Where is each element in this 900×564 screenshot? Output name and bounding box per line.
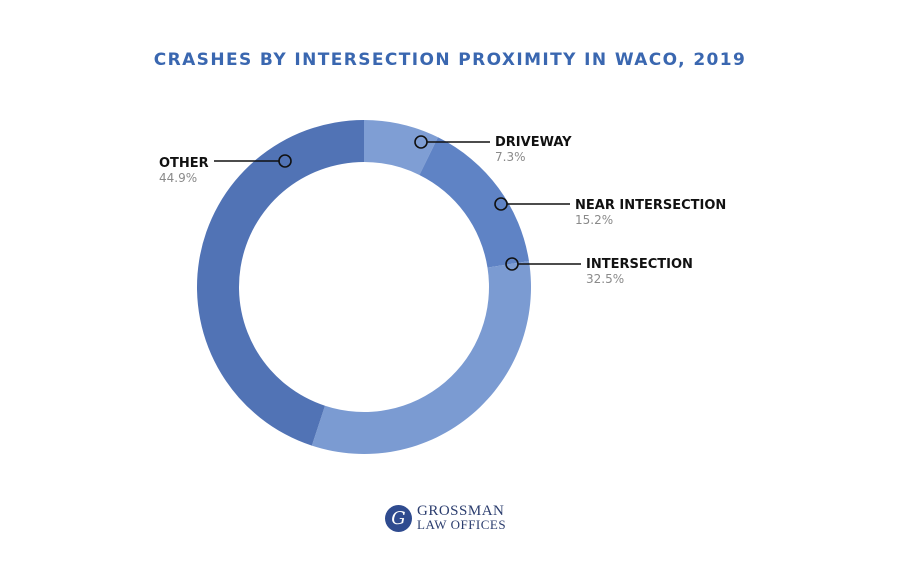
slice-label: DRIVEWAY xyxy=(495,135,572,150)
leader-marker xyxy=(414,135,428,149)
slice-value-label: 32.5% xyxy=(586,272,624,286)
leader-marker xyxy=(494,197,508,211)
donut-slice-near-intersection xyxy=(419,137,529,268)
leader-marker xyxy=(505,257,519,271)
slice-value-label: 7.3% xyxy=(495,150,526,164)
logo-line-2: LAW OFFICES xyxy=(417,517,507,532)
leader-marker xyxy=(278,154,292,168)
slice-label: NEAR INTERSECTION xyxy=(575,198,726,213)
logo-wordmark: GROSSMAN LAW OFFICES xyxy=(417,504,506,532)
donut-slice-intersection xyxy=(311,261,532,454)
brand-logo: G GROSSMAN LAW OFFICES xyxy=(385,503,506,533)
donut-slice-driveway xyxy=(364,120,439,175)
logo-line-1: GROSSMAN xyxy=(417,503,505,519)
logo-g-icon: G xyxy=(385,504,412,532)
slice-value-label: 44.9% xyxy=(159,171,197,185)
donut-slice-other xyxy=(196,120,364,446)
slice-label: OTHER xyxy=(159,156,209,171)
slice-value-label: 15.2% xyxy=(575,213,613,227)
slice-label: INTERSECTION xyxy=(586,257,693,272)
chart-title: CRASHES BY INTERSECTION PROXIMITY IN WAC… xyxy=(153,50,747,70)
